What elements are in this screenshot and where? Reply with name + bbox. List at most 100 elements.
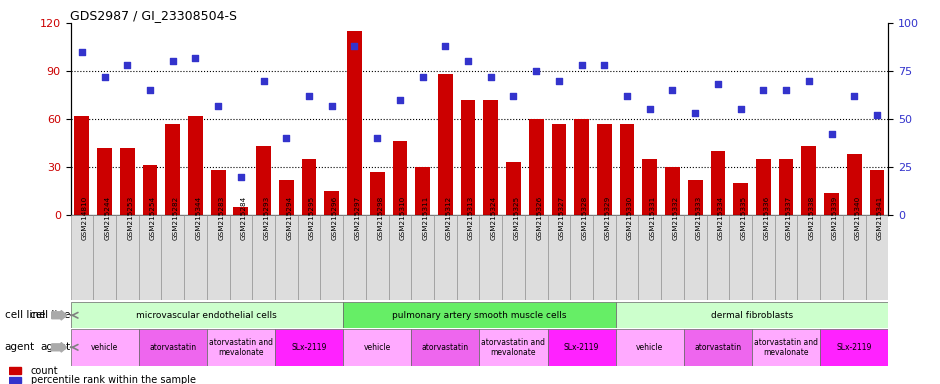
Text: GSM215284: GSM215284 [241, 195, 247, 240]
Point [574, 62, 589, 68]
Bar [461, 100, 476, 215]
Bar [733, 183, 748, 215]
Text: GSM215327: GSM215327 [559, 195, 565, 240]
FancyBboxPatch shape [139, 329, 207, 366]
Text: GSM215336: GSM215336 [763, 195, 769, 240]
Text: GSM215344: GSM215344 [196, 195, 201, 240]
Bar [279, 180, 293, 215]
FancyBboxPatch shape [638, 215, 661, 300]
FancyBboxPatch shape [207, 215, 229, 300]
FancyBboxPatch shape [229, 215, 252, 300]
FancyBboxPatch shape [593, 215, 616, 300]
Text: GSM215328: GSM215328 [582, 195, 588, 240]
Text: atorvastatin and
mevalonate: atorvastatin and mevalonate [209, 338, 273, 357]
Point [324, 103, 339, 109]
FancyBboxPatch shape [412, 329, 479, 366]
Point [688, 110, 703, 116]
Point [642, 106, 657, 113]
FancyBboxPatch shape [298, 215, 321, 300]
Bar [324, 191, 339, 215]
FancyBboxPatch shape [343, 215, 366, 300]
Point [461, 58, 476, 65]
Bar [415, 167, 430, 215]
FancyBboxPatch shape [661, 215, 684, 300]
FancyBboxPatch shape [274, 329, 343, 366]
Point [165, 58, 180, 65]
Bar [438, 74, 453, 215]
FancyBboxPatch shape [547, 215, 571, 300]
FancyBboxPatch shape [343, 302, 616, 328]
Point [97, 74, 112, 80]
Text: GSM215296: GSM215296 [332, 195, 337, 240]
Bar [688, 180, 702, 215]
FancyBboxPatch shape [843, 215, 866, 300]
Bar [824, 193, 838, 215]
Bar [9, 367, 22, 374]
FancyBboxPatch shape [343, 329, 412, 366]
Text: agent: agent [40, 342, 70, 353]
Text: GSM215341: GSM215341 [877, 195, 883, 240]
Bar [233, 207, 248, 215]
FancyBboxPatch shape [388, 215, 412, 300]
FancyBboxPatch shape [184, 215, 207, 300]
Point [665, 87, 680, 93]
FancyBboxPatch shape [412, 215, 434, 300]
FancyBboxPatch shape [752, 215, 775, 300]
Text: dermal fibroblasts: dermal fibroblasts [711, 311, 793, 320]
FancyBboxPatch shape [684, 215, 707, 300]
Bar [529, 119, 543, 215]
Bar [347, 31, 362, 215]
Bar [847, 154, 862, 215]
FancyBboxPatch shape [116, 215, 139, 300]
Text: percentile rank within the sample: percentile rank within the sample [31, 375, 196, 384]
Text: SLx-2119: SLx-2119 [564, 343, 600, 352]
Point [369, 135, 384, 141]
Bar [642, 159, 657, 215]
Bar [302, 159, 317, 215]
Text: agent: agent [5, 342, 35, 353]
FancyBboxPatch shape [752, 329, 820, 366]
Point [438, 43, 453, 49]
FancyBboxPatch shape [502, 215, 525, 300]
FancyBboxPatch shape [820, 215, 843, 300]
Text: GSM215339: GSM215339 [832, 195, 838, 240]
Text: atorvastatin: atorvastatin [695, 343, 742, 352]
Text: GSM215331: GSM215331 [650, 195, 656, 240]
Bar [257, 146, 271, 215]
Text: pulmonary artery smooth muscle cells: pulmonary artery smooth muscle cells [392, 311, 567, 320]
Text: GSM215340: GSM215340 [854, 195, 860, 240]
Text: GSM215294: GSM215294 [287, 195, 292, 240]
Text: GSM215338: GSM215338 [808, 195, 815, 240]
FancyBboxPatch shape [479, 329, 547, 366]
Text: vehicle: vehicle [636, 343, 664, 352]
FancyBboxPatch shape [252, 215, 274, 300]
Point [415, 74, 431, 80]
Text: GSM215337: GSM215337 [786, 195, 792, 240]
Bar [711, 151, 726, 215]
Point [347, 43, 362, 49]
Bar [9, 377, 22, 383]
Point [756, 87, 771, 93]
FancyBboxPatch shape [479, 215, 502, 300]
FancyBboxPatch shape [797, 215, 820, 300]
FancyBboxPatch shape [321, 215, 343, 300]
Point [506, 93, 521, 99]
Bar [619, 124, 634, 215]
FancyBboxPatch shape [547, 329, 616, 366]
Bar [666, 167, 680, 215]
Point [119, 62, 134, 68]
Text: vehicle: vehicle [91, 343, 118, 352]
Text: GSM214810: GSM214810 [82, 195, 87, 240]
Text: GSM215332: GSM215332 [672, 195, 679, 240]
FancyBboxPatch shape [707, 215, 729, 300]
Text: GSM215326: GSM215326 [536, 195, 542, 240]
FancyBboxPatch shape [684, 329, 752, 366]
FancyBboxPatch shape [434, 215, 457, 300]
Point [778, 87, 793, 93]
Text: GSM215333: GSM215333 [696, 195, 701, 240]
Bar [211, 170, 226, 215]
Point [256, 78, 271, 84]
FancyBboxPatch shape [616, 302, 888, 328]
Text: GSM215334: GSM215334 [718, 195, 724, 240]
Bar [120, 148, 134, 215]
